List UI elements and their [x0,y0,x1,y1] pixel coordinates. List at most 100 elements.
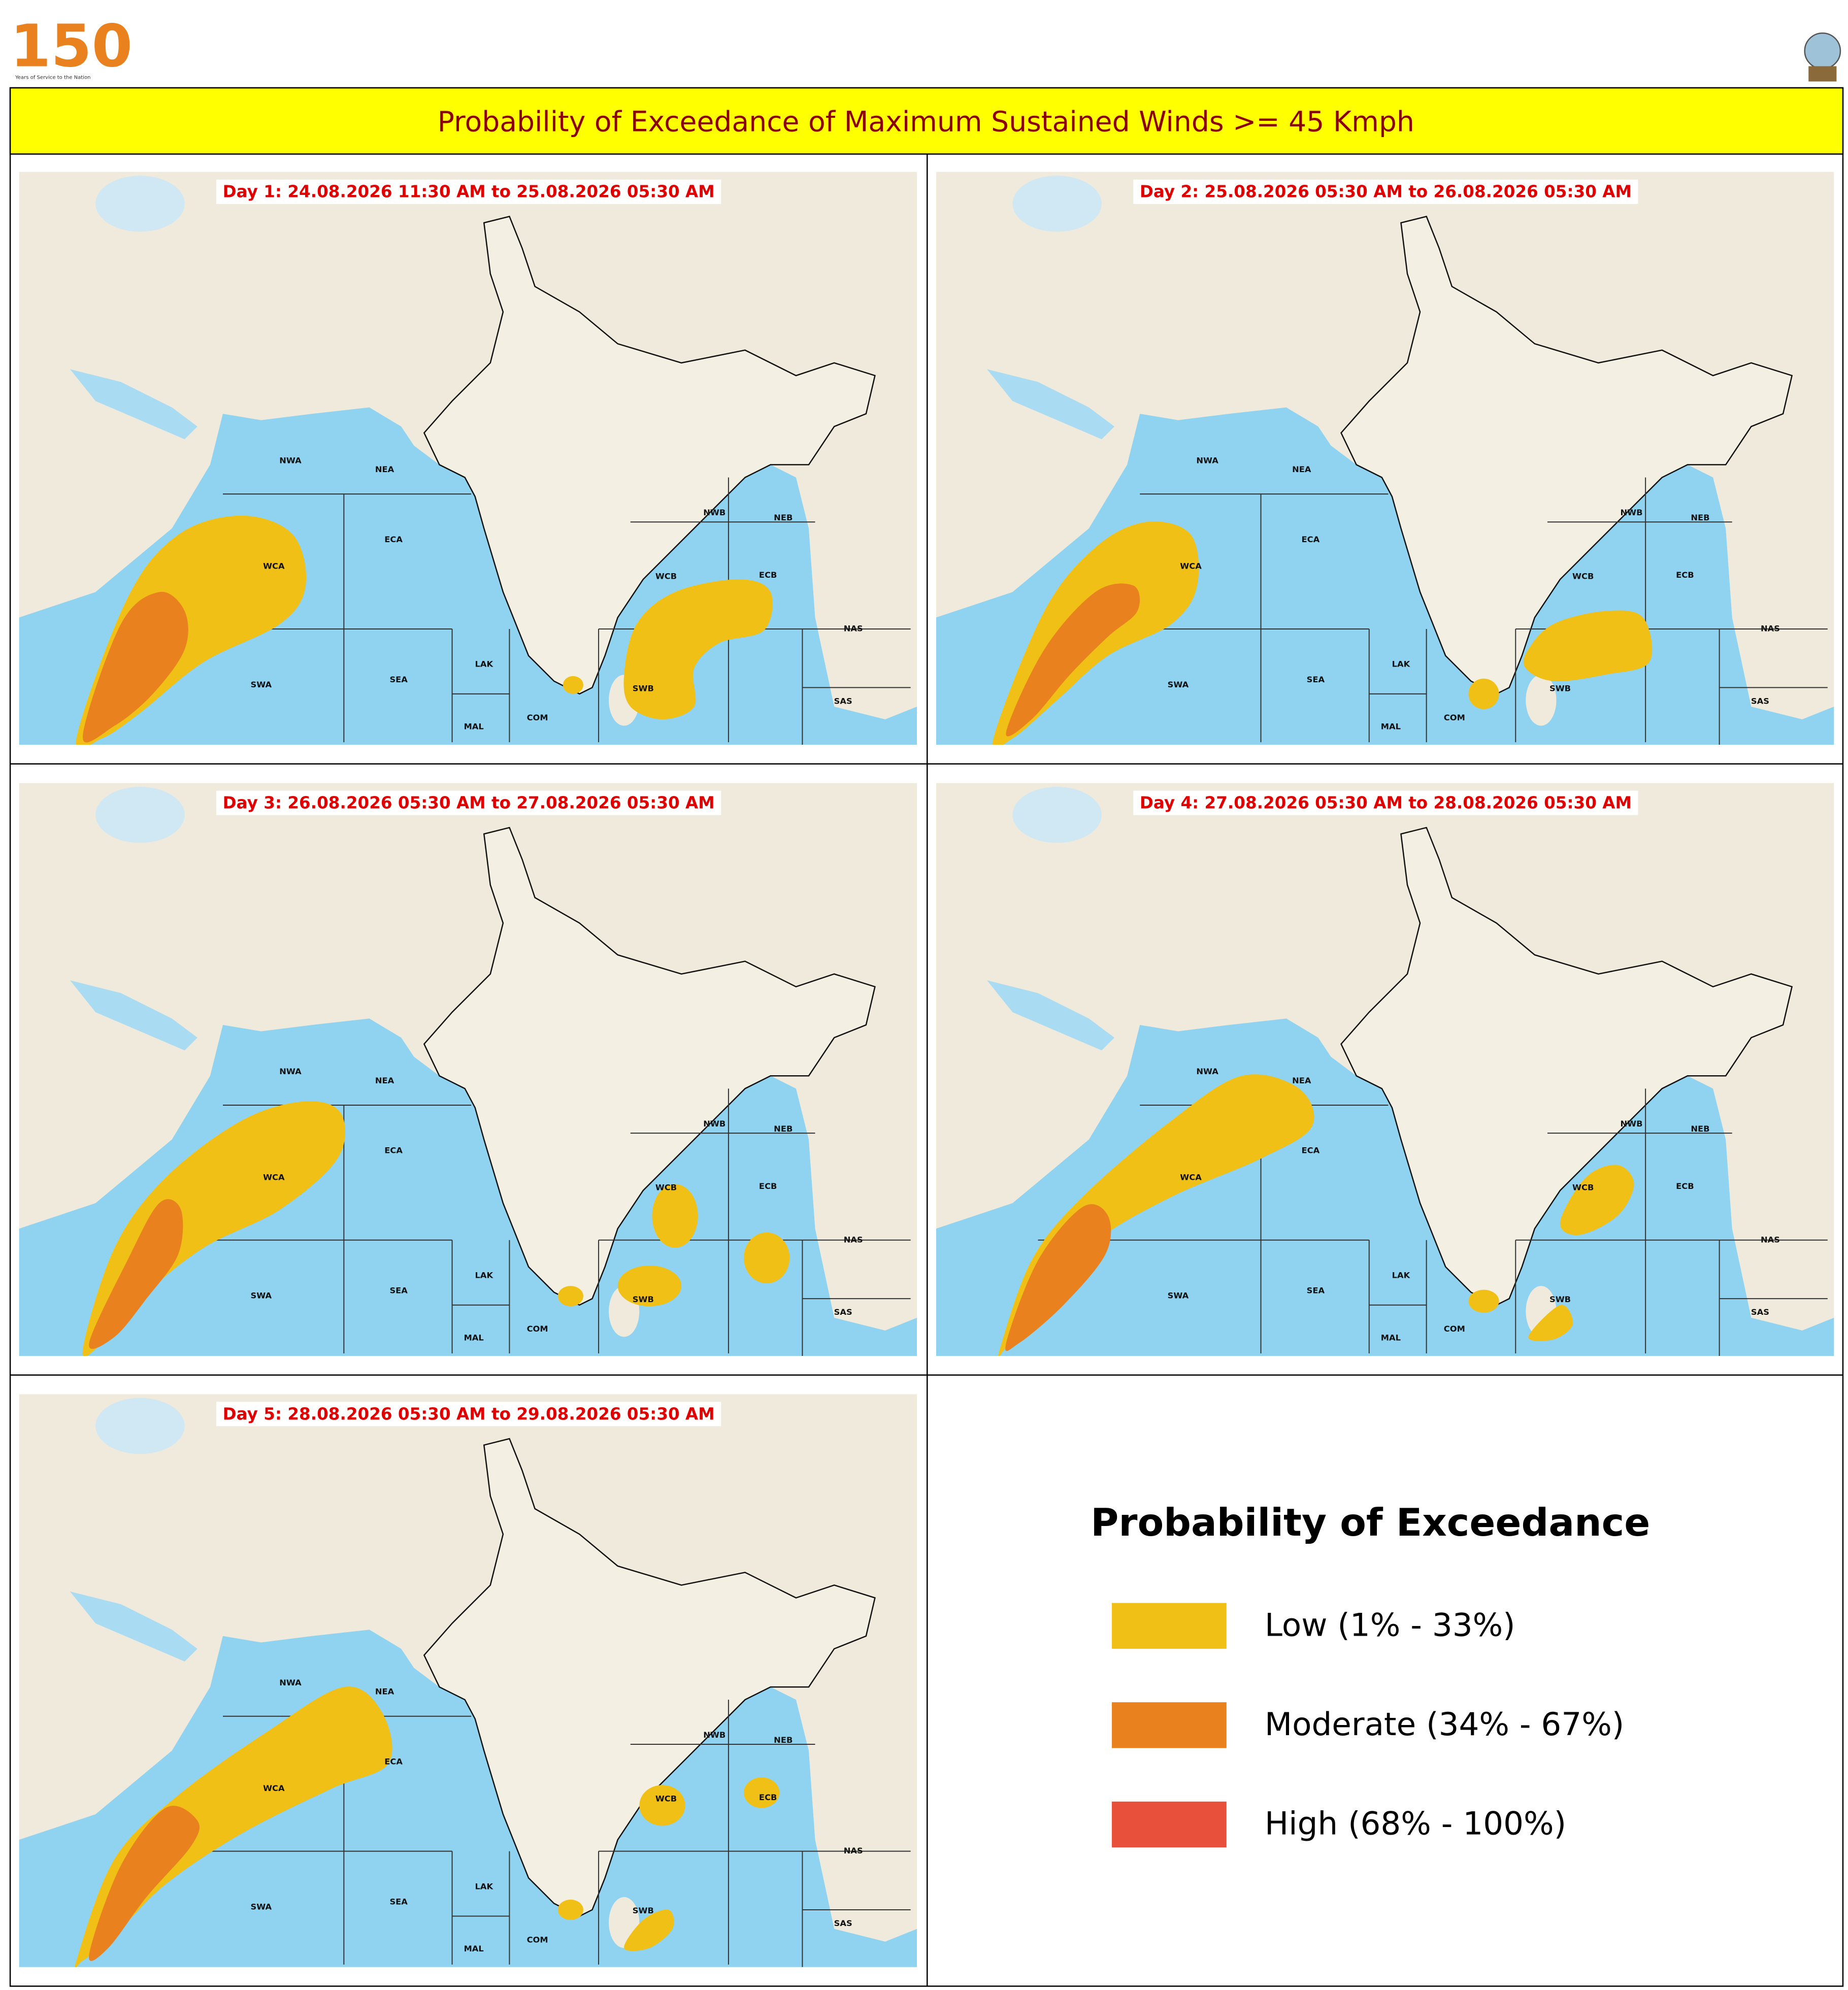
region-label: SWB [1549,1295,1571,1304]
probability-area [1006,583,1140,737]
probability-area [998,1074,1314,1356]
region-label: NAS [844,1235,863,1244]
region-label: LAK [1392,659,1411,669]
forecast-panel: NWA NEA ECA WCA SWA SEA LAK MAL COM SWB WCB ECB NWB N… [19,783,917,1356]
probability-area [82,1101,345,1356]
region-label: COM [527,1324,548,1334]
forecast-panel: NWA NEA ECA WCA SWA SEA LAK MAL COM SWB WCB ECB NWB N… [936,172,1834,745]
region-label: MAL [464,722,484,732]
region-label: ECA [1302,535,1320,544]
region-label: COM [1444,713,1465,722]
region-label: COM [1444,1324,1465,1334]
map [19,172,917,745]
panel-title: Day 2: 25.08.2026 05:30 AM to 26.08.2026… [1140,182,1632,202]
legend-swatch [1112,1801,1227,1848]
region-label: COM [527,1935,548,1945]
legend-title: Probability of Exceedance [1091,1500,1650,1545]
panel-title: Day 1: 24.08.2026 11:30 AM to 25.08.2026… [223,182,715,202]
region-label: MAL [1381,722,1401,732]
region-label: SWA [250,1902,272,1911]
panel-title: Day 5: 28.08.2026 05:30 AM to 29.08.2026… [223,1404,715,1423]
probability-area [1005,1204,1111,1351]
panel-title: Day 3: 26.08.2026 05:30 AM to 27.08.2026… [223,793,715,813]
region-label: WCA [1180,561,1202,571]
region-label: NWB [703,508,725,517]
legend-swatch [1112,1603,1227,1649]
region-label: NWA [279,1067,302,1076]
region-label: WCB [1572,572,1594,581]
map [19,1394,917,1967]
region-label: SAS [834,696,852,706]
region-label: COM [527,713,548,722]
emblem [1804,32,1841,82]
region-label: NEB [774,1735,793,1745]
region-label: SAS [834,1918,852,1928]
region-label: ECB [759,1181,777,1191]
region-label: SWB [633,1906,654,1915]
probability-area [1560,1165,1634,1236]
region-label: NEB [774,513,793,522]
region-label: WCA [1180,1172,1202,1182]
region-label: LAK [475,1271,493,1280]
panel-title: Day 4: 27.08.2026 05:30 AM to 28.08.2026… [1140,793,1632,813]
region-label: NAS [844,623,863,633]
probability-area [624,1909,674,1951]
panel-title-background [216,1402,721,1427]
region-label: NWA [279,1678,302,1687]
logo-subtitle: Years of Service to the Nation [15,75,90,80]
probability-area [74,1686,392,1967]
region-label: NEB [774,1124,793,1134]
region-label: SWA [250,680,272,689]
region-label: NWB [703,1119,725,1129]
region-label: SWB [633,1295,654,1304]
probability-area [89,1199,183,1349]
panel-title-background [216,179,721,204]
region-label: WCA [263,561,285,571]
region-label: SWB [1549,683,1571,693]
region-label: SWB [633,683,654,693]
region-label: WCA [263,1783,285,1793]
region-label: NWB [1621,508,1643,517]
panel-title-background [1133,179,1638,204]
probability-area [744,1232,790,1284]
probability-area [89,1806,200,1961]
region-label: SAS [1751,696,1769,706]
probability-area [1468,1289,1499,1313]
probability-area [623,579,773,720]
region-label: WCB [655,572,677,581]
probability-area [744,1777,780,1808]
region-label: SAS [1751,1307,1769,1317]
region-label: MAL [1381,1333,1401,1342]
probability-area [1528,1305,1573,1341]
region-label: NEA [375,465,394,474]
region-label: NWB [1621,1119,1643,1129]
probability-area [652,1184,698,1248]
legend: Probability of Exceedance Low (1% - 33%)… [1091,1500,1650,1848]
region-label: WCB [655,1182,677,1192]
region-label: LAK [1392,1271,1411,1280]
region-label: NEA [1292,1076,1311,1085]
region-label: WCB [1572,1182,1594,1192]
map [19,783,917,1356]
region-label: NEA [1292,465,1311,474]
region-label: LAK [475,659,493,669]
region-label: NEA [375,1687,394,1697]
region-label: ECA [1302,1146,1320,1155]
region-label: NEB [1691,513,1709,522]
region-label: SWA [1168,1291,1189,1301]
probability-area [617,1265,682,1307]
panel-title-background [1133,790,1638,815]
region-label: ECB [759,1793,777,1802]
legend-label: High (68% - 100%) [1265,1805,1566,1842]
forecast-panel: NWA NEA ECA WCA SWA SEA LAK MAL COM SWB WCB ECB NWB N… [19,1394,917,1967]
region-label: WCB [655,1794,677,1803]
probability-area [639,1785,685,1826]
region-label: LAK [475,1881,493,1891]
region-label: SEA [1307,1286,1325,1296]
forecast-panel: NWA NEA ECA WCA SWA SEA LAK MAL COM SWB WCB ECB NWB N… [936,783,1834,1356]
region-label: NWB [703,1730,725,1740]
region-label: SWA [1168,680,1189,689]
map [936,783,1834,1356]
region-label: MAL [464,1333,484,1342]
region-label: ECB [759,570,777,580]
